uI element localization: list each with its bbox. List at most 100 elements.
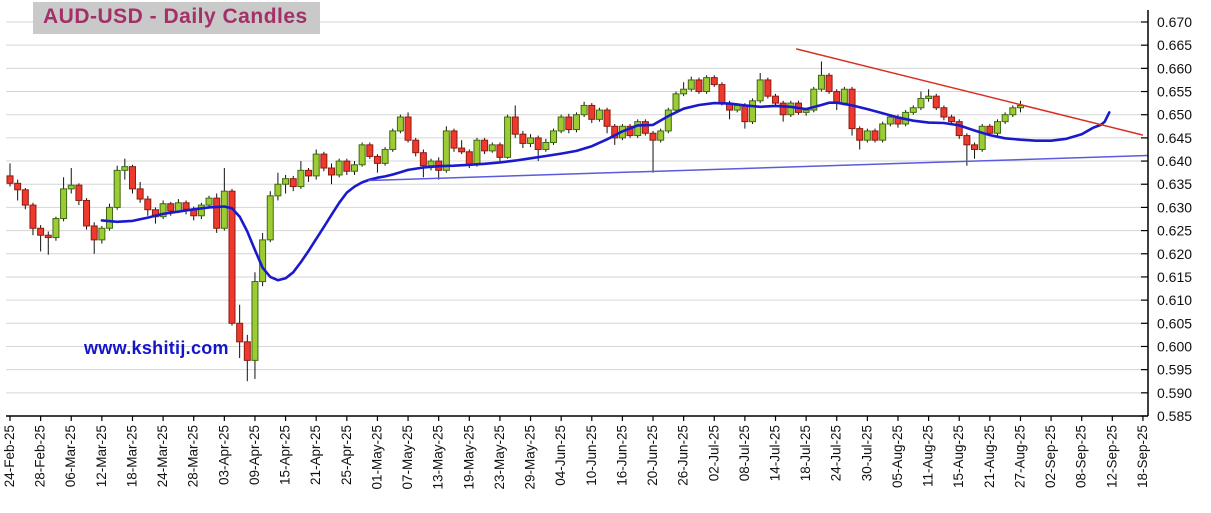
candle-bullish xyxy=(205,197,213,206)
candle-bullish xyxy=(749,100,757,123)
x-tick-label: 18-Sep-25 xyxy=(1135,425,1150,488)
y-tick-label: 0.625 xyxy=(1157,223,1192,239)
x-tick-label: 24-Feb-25 xyxy=(2,425,17,487)
y-tick-label: 0.600 xyxy=(1157,338,1192,354)
y-tick-label: 0.595 xyxy=(1157,362,1192,378)
y-tick-label: 0.670 xyxy=(1157,14,1192,30)
candle-bearish xyxy=(167,203,175,212)
x-tick-label: 18-Jul-25 xyxy=(798,425,813,481)
y-tick-label: 0.635 xyxy=(1157,176,1192,192)
candle-bearish xyxy=(29,204,37,229)
candle-bearish xyxy=(305,169,313,177)
candle-bullish xyxy=(274,183,282,197)
candle-bullish xyxy=(672,93,680,111)
candle-bearish xyxy=(6,175,14,184)
ascending-support-trendline xyxy=(368,154,1148,182)
candle-bullish xyxy=(504,116,512,158)
x-tick-label: 02-Jul-25 xyxy=(706,425,721,481)
x-tick-label: 23-May-25 xyxy=(492,425,507,490)
candle-bearish xyxy=(450,130,458,149)
candle-bearish xyxy=(419,152,427,167)
x-tick-label: 20-Jun-25 xyxy=(645,425,660,486)
candle-bearish xyxy=(986,125,994,134)
candle-bullish xyxy=(197,204,205,217)
y-tick-label: 0.585 xyxy=(1157,408,1192,424)
x-tick-label: 01-May-25 xyxy=(369,425,384,490)
candle-bullish xyxy=(389,130,397,150)
candle-bearish xyxy=(695,79,703,93)
candle-bullish xyxy=(595,109,603,120)
candle-bearish xyxy=(948,116,956,123)
candle-bullish xyxy=(67,184,75,190)
candle-bullish xyxy=(978,125,986,150)
candle-bullish xyxy=(60,188,68,220)
candle-bullish xyxy=(220,190,228,229)
candle-bearish xyxy=(825,74,833,93)
candle-bullish xyxy=(917,97,925,109)
candle-bearish xyxy=(611,125,619,139)
y-tick-label: 0.655 xyxy=(1157,84,1192,100)
x-tick-label: 15-Aug-25 xyxy=(951,425,966,488)
candle-bearish xyxy=(718,84,726,104)
candle-bearish xyxy=(932,95,940,109)
candle-bearish xyxy=(481,139,489,152)
candle-bearish xyxy=(366,144,374,157)
candle-bearish xyxy=(588,104,596,120)
y-tick-label: 0.620 xyxy=(1157,246,1192,262)
candle-bullish xyxy=(680,88,688,95)
x-tick-label: 07-May-25 xyxy=(400,425,415,490)
candle-bearish xyxy=(534,137,542,150)
candle-bullish xyxy=(159,203,167,218)
x-tick-label: 11-Aug-25 xyxy=(921,425,936,487)
candle-bullish xyxy=(52,218,60,239)
candle-bearish xyxy=(465,151,473,166)
candle-bearish xyxy=(373,155,381,164)
x-tick-label: 21-Apr-25 xyxy=(308,425,323,485)
candle-bearish xyxy=(871,130,879,141)
candle-bearish xyxy=(940,107,948,118)
x-tick-label: 30-Jul-25 xyxy=(859,425,874,481)
candle-bearish xyxy=(458,147,466,153)
x-tick-label: 10-Jun-25 xyxy=(584,425,599,486)
candle-bullish xyxy=(886,116,894,125)
candle-bullish xyxy=(442,130,450,171)
x-tick-label: 04-Jun-25 xyxy=(553,425,568,486)
candle-bullish xyxy=(634,121,642,137)
candle-bearish xyxy=(848,88,856,130)
candle-bullish xyxy=(657,130,665,141)
candle-bearish xyxy=(404,116,412,141)
x-tick-label: 26-Jun-25 xyxy=(676,425,691,486)
y-tick-label: 0.640 xyxy=(1157,153,1192,169)
candle-bearish xyxy=(565,116,573,131)
x-tick-label: 27-Aug-25 xyxy=(1012,425,1027,488)
candle-bullish xyxy=(381,148,389,164)
y-tick-label: 0.665 xyxy=(1157,37,1192,53)
candle-bullish xyxy=(664,109,672,132)
candle-bullish xyxy=(1016,104,1024,109)
candle-bearish xyxy=(136,188,144,200)
candle-bullish xyxy=(550,130,558,144)
candle-bearish xyxy=(741,104,749,123)
candle-bullish xyxy=(335,160,343,176)
candle-bearish xyxy=(182,202,190,210)
candle-bearish xyxy=(144,198,152,211)
candle-bearish xyxy=(90,225,98,241)
candle-bearish xyxy=(128,166,136,190)
candle-bearish xyxy=(236,322,244,343)
candle-bearish xyxy=(75,184,83,201)
candle-bullish xyxy=(572,114,580,131)
candle-bullish xyxy=(106,206,114,229)
candle-bullish xyxy=(703,77,711,93)
candle-bearish xyxy=(343,160,351,172)
candle-bearish xyxy=(971,144,979,150)
candle-bearish xyxy=(955,121,963,137)
candle-bearish xyxy=(496,144,504,158)
candle-bearish xyxy=(228,190,236,324)
y-tick-label: 0.630 xyxy=(1157,199,1192,215)
candle-bullish xyxy=(282,178,290,185)
candle-bearish xyxy=(21,189,29,206)
candle-bullish xyxy=(1009,107,1017,116)
candle-bearish xyxy=(856,128,864,141)
